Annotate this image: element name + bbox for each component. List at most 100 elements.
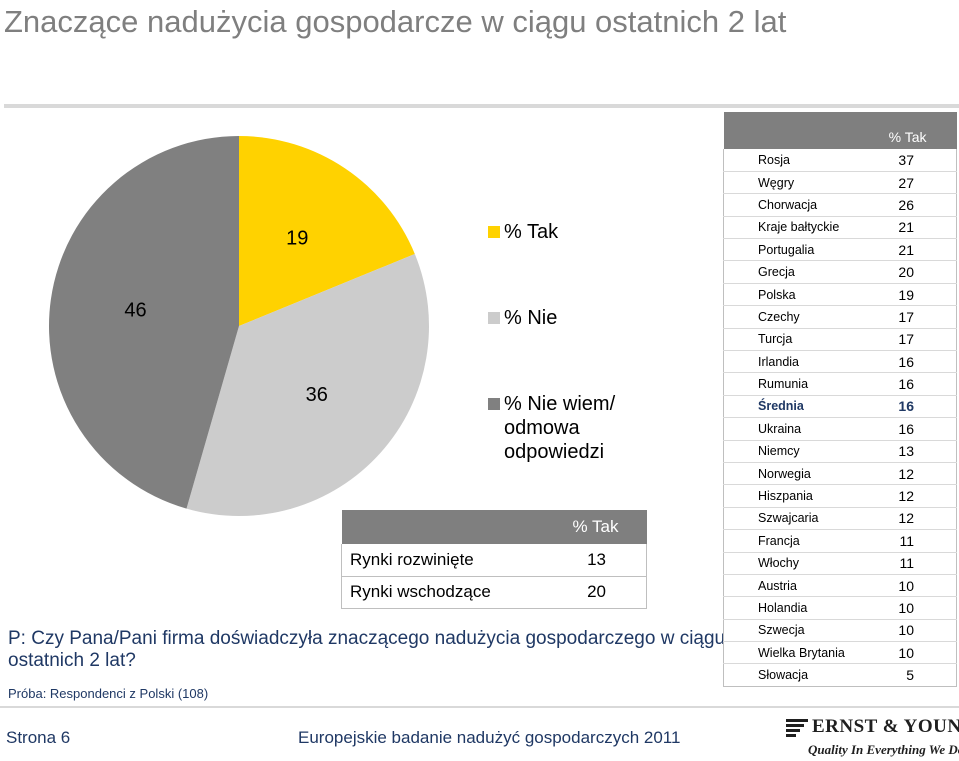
market-type-table: % Tak Rynki rozwinięte 13 Rynki wschodzą…: [340, 510, 647, 609]
market-row-label: Rynki wschodzące: [340, 576, 560, 609]
country-value: 10: [881, 619, 958, 643]
market-row-label: Rynki rozwinięte: [340, 544, 560, 577]
country-name: Wielka Brytania: [723, 641, 882, 665]
country-name: Turcja: [723, 328, 882, 352]
market-row-value: 20: [559, 576, 647, 609]
country-name: Niemcy: [723, 440, 882, 463]
legend-swatch-nie: [488, 312, 500, 324]
market-row-value: 13: [559, 544, 647, 577]
country-value: 11: [881, 552, 958, 575]
country-value: 13: [881, 440, 958, 463]
country-name: Słowacja: [723, 663, 882, 687]
country-value: 16: [881, 395, 958, 419]
table-row: Szwecja 10: [723, 619, 958, 643]
title-divider: [4, 104, 959, 108]
sample-note: Próba: Respondenci z Polski (108): [8, 686, 209, 701]
country-name: Francja: [723, 529, 882, 553]
pie-chart: 19 36 46: [48, 136, 429, 516]
table-row: Turcja 17: [723, 328, 958, 352]
country-name: Portugalia: [723, 238, 882, 262]
country-name: Czechy: [723, 305, 882, 329]
country-name: Średnia: [723, 395, 882, 419]
pie-slice: [186, 253, 429, 516]
legend-label-tak: % Tak: [504, 221, 559, 243]
country-name: Ukraina: [723, 417, 882, 441]
table-row: Rosja 37: [723, 149, 958, 172]
country-table: % Tak Rosja 37 Węgry 27 Chorwacja 26 Kraje bał…: [723, 112, 958, 687]
country-name: Szwecja: [723, 619, 882, 643]
country-name: Chorwacja: [723, 193, 882, 217]
country-name: Irlandia: [723, 350, 882, 374]
legend-item-nie: % Nie: [488, 306, 654, 330]
country-value: 12: [881, 462, 958, 486]
country-value: 17: [881, 305, 958, 329]
table-row: Rynki wschodzące 20: [340, 576, 647, 609]
country-table-header: % Tak: [723, 112, 957, 149]
country-value: 20: [881, 260, 958, 284]
table-row: Portugalia 21: [723, 238, 958, 262]
country-name: Polska: [723, 283, 882, 307]
pie-slice-label: 36: [306, 384, 328, 406]
legend-swatch-tak: [488, 226, 500, 238]
market-table-header-row: % Tak: [341, 510, 647, 544]
table-row: Wielka Brytania 10: [723, 641, 958, 665]
country-name: Grecja: [723, 260, 882, 284]
country-name: Rumunia: [723, 372, 882, 396]
country-name: Włochy: [723, 552, 882, 575]
pie-slice: [48, 136, 240, 509]
table-row: Austria 10: [723, 574, 958, 598]
logo-name: ERNST & YOUNG: [812, 716, 959, 737]
table-row: Szwajcaria 12: [723, 507, 958, 531]
page-number: Strona 6: [6, 728, 71, 747]
table-row: Włochy 11: [723, 552, 958, 575]
country-name: Austria: [723, 574, 882, 598]
country-value: 37: [881, 149, 958, 172]
table-row: Francja 11: [723, 529, 958, 553]
country-value: 21: [881, 238, 958, 262]
table-row: Norwegia 12: [723, 462, 958, 486]
table-row: Grecja 20: [723, 260, 958, 284]
table-row: Słowacja 5: [723, 663, 958, 687]
table-row: Średnia 16: [723, 395, 958, 419]
table-row: Holandia 10: [723, 596, 958, 620]
legend-item-nie-wiem: % Nie wiem/ odmowa odpowiedzi: [488, 392, 654, 464]
country-name: Holandia: [723, 596, 882, 620]
footer-title: Europejskie badanie nadużyć gospodarczyc…: [298, 728, 681, 747]
country-value: 12: [881, 507, 958, 531]
market-table-header: % Tak: [572, 517, 619, 536]
pie-slice: [239, 136, 415, 326]
country-value: 16: [881, 372, 958, 396]
country-value: 16: [881, 350, 958, 374]
country-name: Kraje bałtyckie: [723, 216, 882, 240]
footer-divider: [0, 706, 959, 708]
legend-item-tak: % Tak: [488, 220, 654, 244]
country-value: 10: [881, 641, 958, 665]
logo-tagline: Quality In Everything We Do: [808, 742, 959, 757]
country-name: Węgry: [723, 171, 882, 195]
country-value: 16: [881, 417, 958, 441]
country-name: Rosja: [723, 149, 882, 172]
legend-label-nie: % Nie: [504, 307, 558, 329]
country-name: Szwajcaria: [723, 507, 882, 531]
country-name: Hiszpania: [723, 484, 882, 508]
table-row: Polska 19: [723, 283, 958, 307]
table-row: Chorwacja 26: [723, 193, 958, 217]
country-value: 11: [881, 529, 958, 553]
table-row: Ukraina 16: [723, 417, 958, 441]
country-value: 10: [881, 596, 958, 620]
country-value: 19: [881, 283, 958, 307]
legend-swatch-nie-wiem: [488, 398, 500, 410]
table-row: Hiszpania 12: [723, 484, 958, 508]
country-value: 27: [881, 171, 958, 195]
pie-slice-label: 46: [124, 300, 146, 322]
table-row: Kraje bałtyckie 21: [723, 216, 958, 240]
table-row: Irlandia 16: [723, 350, 958, 374]
table-row: Czechy 17: [723, 305, 958, 329]
country-value: 21: [881, 216, 958, 240]
logo-mark-icon: [786, 719, 808, 739]
table-row: Rynki rozwinięte 13: [340, 544, 647, 577]
page-title: Znaczące nadużycia gospodarcze w ciągu o…: [4, 4, 787, 39]
legend-label-nie-wiem: % Nie wiem/ odmowa odpowiedzi: [504, 393, 616, 463]
country-table-header-row: % Tak: [723, 112, 957, 149]
ernst-young-logo: ERNST & YOUNG Quality In Everything We D…: [786, 716, 959, 758]
